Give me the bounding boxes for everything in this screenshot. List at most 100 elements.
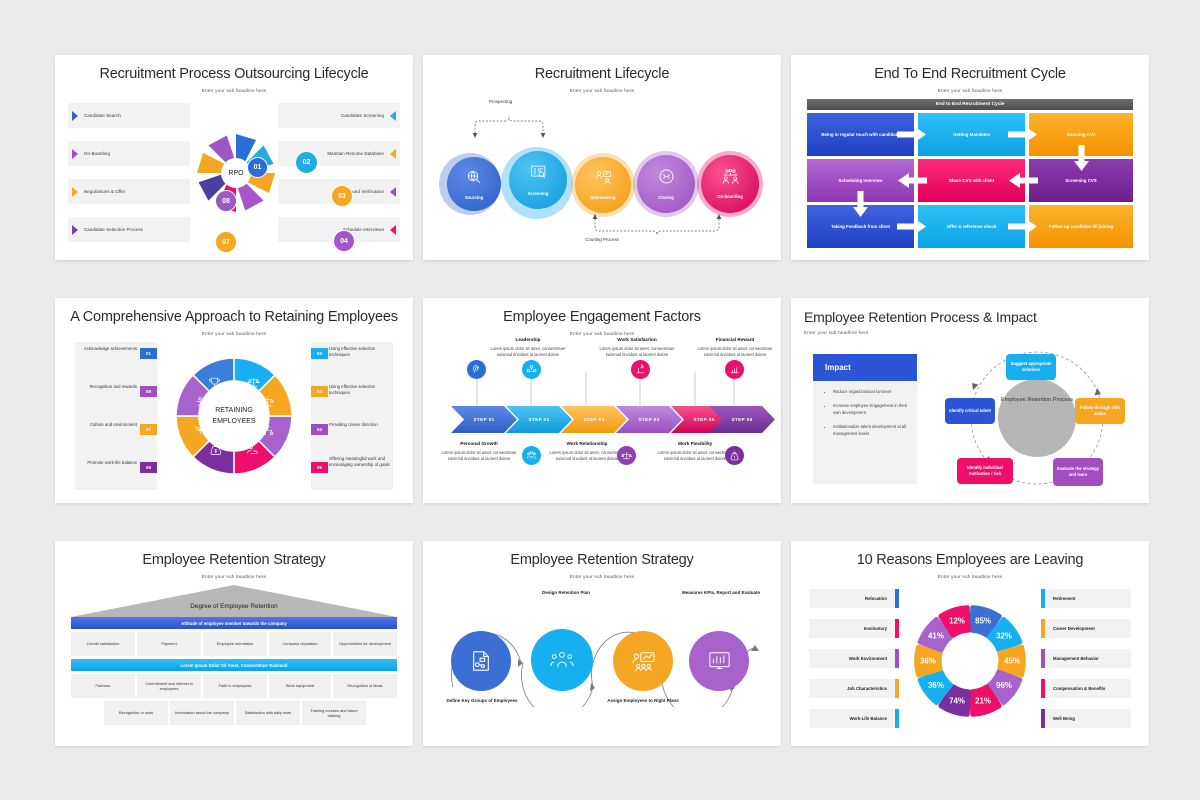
cell[interactable]: Being in regular touch with candidate [807, 113, 914, 156]
factor-personal-growth: Personal Growth Lorem ipsum dolor sit am… [437, 440, 521, 462]
team-podium-icon [722, 169, 738, 184]
cell[interactable]: Offer & reference check [918, 205, 1025, 248]
stage-closing[interactable]: Closing [637, 155, 695, 213]
donut-segment[interactable] [969, 684, 1002, 717]
legend-item[interactable]: Retirement [1045, 589, 1131, 608]
icon-step6[interactable] [725, 446, 744, 465]
legend-item[interactable]: Career Development [1045, 619, 1131, 638]
cell[interactable]: Getting Mandates [918, 113, 1025, 156]
icon-leadership[interactable] [522, 360, 541, 379]
donut-diagram [176, 358, 292, 474]
page-title: End To End Recruitment Cycle [874, 66, 1066, 82]
flowchart-doc-icon [473, 651, 489, 671]
legend-item[interactable]: Work-Life Balance [809, 709, 895, 728]
donut-segment-value: 96% [996, 681, 1012, 690]
donut-segment[interactable] [986, 669, 1023, 706]
step-assign-employees[interactable] [613, 631, 673, 691]
icon-financial-reward[interactable] [725, 360, 744, 379]
slide-rpo-lifecycle[interactable]: Recruitment Process Outsourcing Lifecycl… [55, 55, 413, 260]
icon-personal-growth[interactable] [467, 360, 486, 379]
step-number[interactable]: 08 [215, 190, 237, 212]
donut-segment[interactable] [914, 644, 943, 678]
legend-item[interactable]: Relocation [809, 589, 895, 608]
stage-sourcing[interactable]: Sourcing [447, 157, 501, 211]
list-item[interactable]: Candidate Screening [278, 103, 400, 128]
list-item[interactable]: On-Boarding [68, 141, 190, 166]
legend-item[interactable]: Compensation & Benefits [1045, 679, 1131, 698]
arrow-left-icon [1009, 173, 1038, 188]
step-chevron[interactable]: STEP 03 [561, 406, 627, 433]
donut-segment[interactable] [969, 605, 1002, 638]
step-number[interactable]: 03 [311, 386, 328, 397]
list-item[interactable]: Candidate Selection Process [68, 217, 190, 242]
donut-segment-value: 12% [949, 616, 965, 625]
growth-icon [730, 366, 739, 374]
factor-heading: Work Relationship [566, 441, 608, 446]
legend-item[interactable]: Management Behavior [1045, 649, 1131, 668]
team-icon [526, 364, 537, 373]
slide-retaining-employees[interactable]: A Comprehensive Approach to Retaining Em… [55, 298, 413, 503]
factor-work-flexibility: Work Flexibility Lorem ipsum dolor sit a… [653, 440, 737, 462]
legend-item[interactable]: Well Being [1045, 709, 1131, 728]
cell[interactable]: Sourcing CVs [1029, 113, 1133, 156]
slide-recruitment-lifecycle[interactable]: Recruitment Lifecycle Enter your sub hea… [423, 55, 781, 260]
list-item[interactable]: Candidate Search [68, 103, 190, 128]
donut-segment[interactable] [997, 644, 1026, 678]
step-number[interactable]: 03 [331, 185, 353, 207]
arrow-left-icon [898, 173, 927, 188]
slide-retention-strategy-pyramid[interactable]: Employee Retention Strategy Enter your s… [55, 541, 413, 746]
sub-headline: Enter your sub headline here [201, 573, 267, 579]
slide-engagement-factors[interactable]: Employee Engagement Factors Enter your s… [423, 298, 781, 503]
money-bag-icon [730, 451, 739, 461]
list-item-label: Recognition and rewards [89, 384, 137, 389]
step-define-groups[interactable] [451, 631, 511, 691]
slide-reasons-leaving[interactable]: 10 Reasons Employees are Leaving Enter y… [791, 541, 1149, 746]
node-suggest-solutions[interactable]: Suggest appropriate solutions [1006, 354, 1056, 380]
list-item[interactable]: Negotiations & Offer [68, 179, 190, 204]
step-number[interactable]: 01 [247, 157, 268, 178]
legend-item[interactable]: Work Environment [809, 649, 895, 668]
step-number[interactable]: 04 [333, 230, 355, 252]
center-label: RPO [228, 169, 244, 177]
stage-onboarding[interactable]: On-boarding [701, 155, 759, 213]
legend-swatch [1041, 589, 1045, 608]
step-number[interactable]: 06 [140, 462, 157, 473]
donut-segment[interactable] [938, 684, 971, 717]
donut-segment[interactable] [917, 669, 954, 706]
stage-screening[interactable]: Screening [509, 151, 567, 209]
node-identify-motivation[interactable]: Identify individual motivation / risk [957, 458, 1013, 484]
step-number[interactable]: 01 [140, 348, 157, 359]
step-number[interactable]: 02 [311, 348, 328, 359]
slide-end-to-end-cycle[interactable]: End To End Recruitment Cycle Enter your … [791, 55, 1149, 260]
cell: Payment [137, 632, 201, 656]
donut-segment-value: 21% [975, 696, 991, 705]
donut-segment[interactable] [938, 605, 971, 638]
icon-work-satisfaction[interactable] [631, 360, 650, 379]
node-follow-through[interactable]: Follow through with action [1075, 398, 1125, 424]
cell[interactable]: Share CVS with client [918, 159, 1025, 202]
legend-item[interactable]: Job Characteristics [809, 679, 895, 698]
donut-segment[interactable] [917, 616, 954, 653]
head-gear-icon [472, 365, 480, 373]
node-evaluate-strategy[interactable]: Evaluate the strategy and learn [1053, 458, 1103, 486]
step-number[interactable]: 05 [311, 462, 328, 473]
step-number[interactable]: 07 [215, 231, 237, 253]
icon-work-relationship[interactable] [522, 446, 541, 465]
step-measure-kpis[interactable] [689, 631, 749, 691]
step-design-plan[interactable] [531, 629, 593, 691]
donut-segment[interactable] [986, 616, 1023, 653]
page-title: Employee Retention Strategy [142, 552, 326, 568]
list-item-label: Acknowledge achievements [83, 346, 137, 351]
cell[interactable]: Follow up candidate till joining [1029, 205, 1133, 248]
legend-item[interactable]: Involuntary [809, 619, 895, 638]
node-identify-talent[interactable]: Identify critical talent [945, 398, 995, 424]
icon-work-flexibility[interactable] [617, 446, 636, 465]
step-number[interactable]: 08 [140, 386, 157, 397]
stage-interviewing[interactable]: Interviewing [575, 157, 631, 213]
slide-retention-process-impact[interactable]: Employee Retention Process & Impact Ente… [791, 298, 1149, 503]
step-number[interactable]: 04 [311, 424, 328, 435]
slide-retention-strategy-circles[interactable]: Employee Retention Strategy Enter your s… [423, 541, 781, 746]
balance-icon [636, 364, 645, 374]
step-number[interactable]: 07 [140, 424, 157, 435]
step-number[interactable]: 02 [295, 151, 318, 174]
